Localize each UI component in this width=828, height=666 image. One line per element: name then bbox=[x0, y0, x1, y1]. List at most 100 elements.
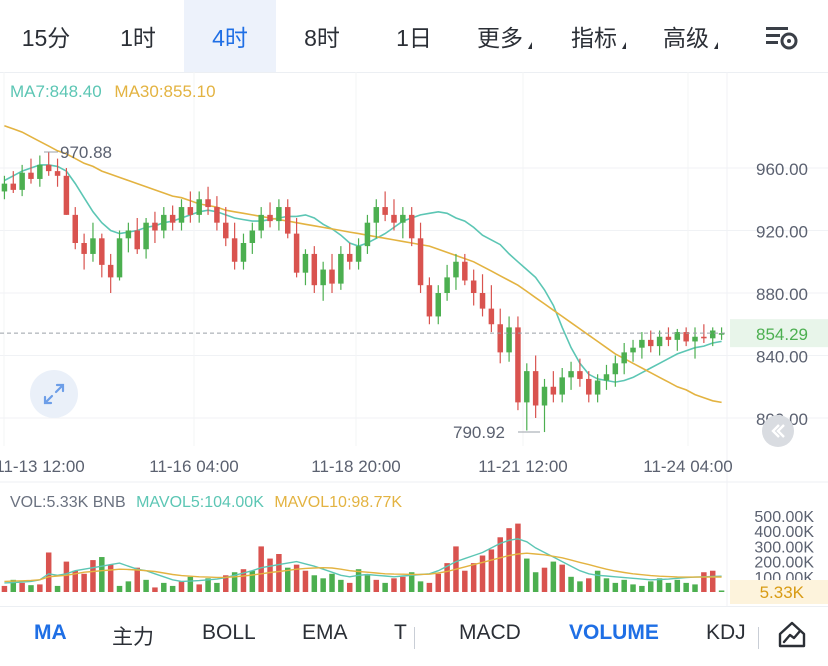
tab-8h[interactable]: 8时 bbox=[304, 25, 340, 51]
candle-body bbox=[453, 261, 459, 278]
candle-body bbox=[63, 175, 70, 215]
ma7-line bbox=[4, 164, 722, 383]
volume-bar bbox=[382, 582, 388, 592]
last-volume-box bbox=[730, 580, 828, 604]
candle-body bbox=[187, 207, 194, 215]
candle-body bbox=[630, 347, 636, 353]
volume-bar bbox=[674, 579, 681, 592]
volume-bar bbox=[72, 570, 79, 592]
candle-body bbox=[99, 238, 105, 265]
price-tick-label: 880.00 bbox=[756, 285, 808, 304]
last-price-box bbox=[730, 319, 828, 348]
volume-bar bbox=[665, 582, 672, 592]
candle-body bbox=[656, 336, 663, 347]
candle-body bbox=[90, 238, 96, 254]
volume-bar bbox=[258, 546, 264, 592]
tab-more[interactable]: 更多 bbox=[462, 0, 538, 72]
tab-4h[interactable]: 4时 bbox=[184, 0, 276, 72]
candle-body bbox=[674, 332, 681, 340]
candle-body bbox=[603, 374, 610, 381]
tab-1d[interactable]: 1日 bbox=[396, 25, 432, 51]
candle-body bbox=[683, 332, 689, 342]
candle-body bbox=[178, 207, 185, 223]
indicator-ma[interactable]: MA bbox=[34, 621, 67, 644]
candle-body bbox=[462, 261, 468, 281]
candle-body bbox=[169, 214, 176, 223]
last-volume-label: 5.33K bbox=[760, 583, 805, 602]
tab-15m[interactable]: 15分 bbox=[21, 25, 71, 51]
indicator-kdj[interactable]: KDJ bbox=[706, 621, 746, 644]
volume-bar bbox=[249, 570, 256, 592]
volume-bar bbox=[125, 581, 132, 592]
time-tick-label: 11-24 04:00 bbox=[643, 457, 732, 476]
volume-bar bbox=[45, 552, 52, 592]
drawing-tool-button[interactable] bbox=[776, 620, 808, 650]
candle-body bbox=[621, 352, 627, 364]
volume-tick-label: 400.00K bbox=[754, 524, 814, 541]
candle-body bbox=[559, 377, 565, 395]
volume-bar bbox=[444, 563, 450, 592]
price-tick-label: 920.00 bbox=[756, 223, 808, 242]
volume-bar bbox=[692, 584, 698, 592]
indicator-ema[interactable]: EMA bbox=[302, 621, 348, 644]
candle-body bbox=[488, 308, 495, 325]
tab-1h[interactable]: 1时 bbox=[120, 25, 156, 51]
candle-body bbox=[382, 207, 388, 215]
volume-bar bbox=[479, 555, 486, 592]
volume-bar bbox=[709, 570, 716, 592]
candle-body bbox=[311, 253, 318, 286]
volume-bar bbox=[223, 575, 229, 592]
volume-bar bbox=[116, 585, 123, 592]
caret-down-icon bbox=[714, 42, 718, 49]
volume-bar bbox=[603, 578, 610, 592]
volume-bar bbox=[621, 579, 627, 592]
double-chevron-left-icon bbox=[771, 424, 785, 438]
caret-down-icon bbox=[528, 42, 532, 49]
candle-body bbox=[665, 336, 672, 340]
tab-indicators[interactable]: 指标 bbox=[556, 0, 632, 72]
ma-legend: MA7:848.40 MA30:855.10 bbox=[10, 82, 224, 102]
candle-body bbox=[400, 214, 406, 223]
divider bbox=[414, 627, 415, 649]
candle-body bbox=[506, 327, 512, 353]
indicator-main-force[interactable]: 主力 bbox=[112, 626, 154, 649]
volume-bar bbox=[28, 585, 34, 592]
volume-bar bbox=[373, 579, 380, 592]
volume-bar bbox=[400, 576, 406, 592]
indicator-macd[interactable]: MACD bbox=[459, 621, 521, 644]
volume-bar bbox=[54, 585, 61, 592]
volume-bar bbox=[408, 572, 415, 592]
volume-bar bbox=[19, 582, 25, 592]
tab-advanced[interactable]: 高级 bbox=[648, 0, 724, 72]
time-tick-label: 11-21 12:00 bbox=[478, 457, 567, 476]
candle-body bbox=[231, 238, 238, 262]
volume-bar bbox=[338, 579, 344, 592]
scroll-to-latest-button[interactable] bbox=[762, 415, 794, 447]
volume-bars bbox=[1, 523, 725, 592]
candle-body bbox=[10, 183, 17, 190]
chart-settings-icon[interactable] bbox=[764, 22, 800, 52]
volume-bar bbox=[594, 570, 601, 592]
volume-bar bbox=[107, 564, 114, 592]
interval-tabs: 15分 1时 4时 8时 1日 更多 指标 高级 bbox=[0, 0, 828, 73]
indicator-t[interactable]: T bbox=[394, 621, 407, 644]
candle-body bbox=[692, 336, 698, 342]
volume-bar bbox=[391, 578, 397, 592]
fullscreen-button[interactable] bbox=[30, 370, 78, 418]
candle-body bbox=[223, 222, 229, 239]
candle-body bbox=[718, 333, 725, 335]
indicator-volume[interactable]: VOLUME bbox=[569, 621, 659, 644]
candle-body bbox=[532, 371, 539, 406]
price-tick-label: 840.00 bbox=[756, 348, 808, 367]
ma30-line bbox=[4, 125, 722, 404]
tab-advanced-label: 高级 bbox=[663, 25, 709, 51]
candle-body bbox=[364, 222, 371, 247]
volume-bar bbox=[214, 582, 220, 592]
candle-body bbox=[709, 330, 716, 339]
volume-bar bbox=[267, 558, 273, 592]
indicator-boll[interactable]: BOLL bbox=[202, 621, 256, 644]
volume-bar bbox=[99, 557, 105, 592]
candle-body bbox=[143, 222, 149, 250]
